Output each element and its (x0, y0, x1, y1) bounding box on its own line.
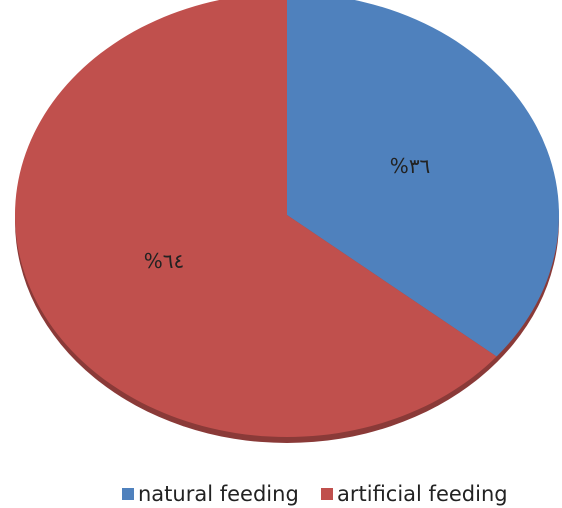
legend-label: natural feeding (138, 482, 299, 506)
legend-swatch (321, 488, 333, 500)
legend-swatch (122, 488, 134, 500)
pie-slice (15, 0, 497, 437)
data-label: %٦٤ (144, 249, 185, 273)
pie-slice (287, 0, 559, 357)
legend-label: artificial feeding (337, 482, 508, 506)
data-label: %٣٦ (390, 154, 431, 178)
